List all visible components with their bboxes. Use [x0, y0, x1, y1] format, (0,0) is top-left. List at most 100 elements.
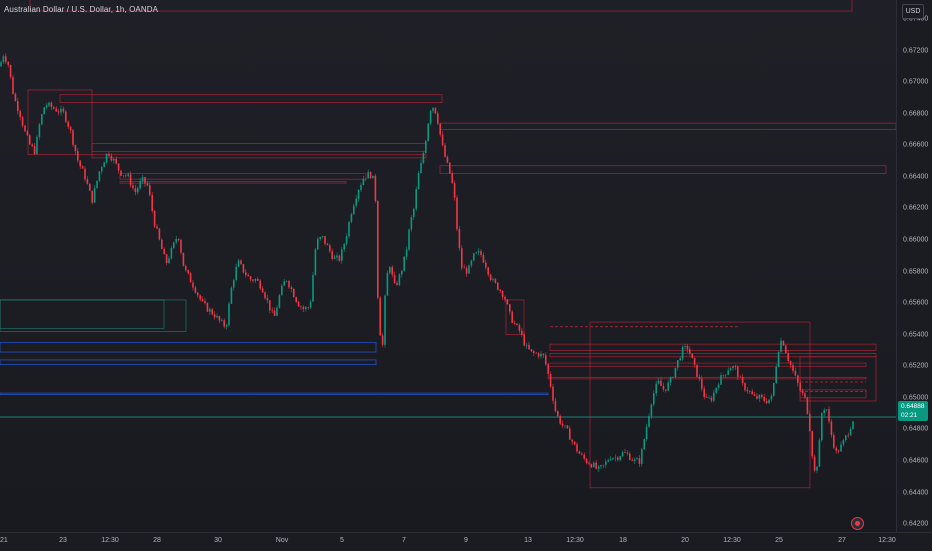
candle-body	[653, 393, 655, 405]
candle-body	[729, 368, 732, 371]
candle-body	[345, 236, 348, 245]
time-axis-label: 9	[464, 537, 468, 544]
candle-body	[321, 236, 324, 238]
candle-body	[276, 307, 278, 316]
zone-rectangle[interactable]	[91, 154, 427, 159]
candle-body	[506, 299, 509, 305]
candle-body	[780, 340, 782, 352]
candle-body	[530, 349, 533, 352]
zone-rectangle[interactable]	[0, 299, 165, 329]
candle-body	[477, 250, 480, 253]
zone-rectangle[interactable]	[799, 389, 867, 399]
zone-rectangle[interactable]	[119, 181, 347, 184]
candle-body	[305, 307, 307, 310]
candle-body	[108, 153, 110, 156]
candle-body	[180, 240, 182, 253]
candle-body	[830, 421, 833, 436]
zone-rectangle[interactable]	[439, 165, 887, 174]
zone-rectangle[interactable]	[439, 122, 896, 130]
candle-body	[367, 171, 369, 179]
symbol-title[interactable]: Australian Dollar / U.S. Dollar, 1h, OAN…	[4, 5, 159, 14]
candle-body	[425, 141, 427, 153]
zone-rectangle[interactable]	[29, 0, 853, 12]
tradingview-logo-icon[interactable]	[851, 517, 864, 530]
candle-body	[225, 325, 228, 327]
time-axis-label: 23	[59, 537, 67, 544]
zone-rectangle[interactable]	[0, 416, 896, 418]
zone-rectangle[interactable]	[0, 299, 187, 332]
candle-body	[300, 306, 302, 308]
zone-rectangle[interactable]	[547, 376, 867, 380]
zone-rectangle[interactable]	[0, 342, 377, 353]
candle-body	[257, 278, 259, 281]
candle-body	[14, 93, 17, 102]
zone-rectangle[interactable]	[547, 362, 867, 367]
candle-body	[813, 456, 816, 471]
candle-body	[564, 425, 566, 427]
candle-body	[818, 440, 821, 467]
candle-body	[669, 377, 672, 383]
currency-button[interactable]: USD	[902, 4, 924, 19]
candle-body	[636, 458, 638, 460]
candle-body	[806, 397, 809, 414]
time-axis-label: 12:30	[878, 537, 896, 544]
candle-body	[91, 190, 93, 203]
candle-body	[120, 170, 122, 176]
price-axis[interactable]: 0.674000.672000.670000.668000.666000.664…	[896, 0, 932, 532]
candle-body	[578, 451, 581, 454]
chart-area[interactable]	[0, 0, 896, 532]
candlestick-chart[interactable]	[0, 0, 896, 532]
candle-body	[432, 107, 434, 111]
time-axis-label: 27	[838, 537, 846, 544]
candle-body	[825, 409, 828, 411]
candle-body	[240, 260, 242, 265]
candle-body	[665, 389, 667, 391]
candle-body	[307, 307, 309, 308]
zone-rectangle[interactable]	[119, 173, 367, 180]
candle-body	[566, 425, 569, 429]
candle-body	[254, 278, 257, 281]
candle-body	[415, 189, 417, 209]
candle-body	[513, 322, 516, 324]
candle-body	[273, 310, 276, 316]
candle-body	[785, 345, 787, 354]
candle-body	[43, 107, 45, 115]
zone-rectangle[interactable]	[549, 353, 877, 358]
candle-body	[537, 353, 540, 357]
candle-body	[494, 279, 497, 283]
candle-body	[350, 214, 353, 222]
zone-rectangle[interactable]	[59, 94, 443, 103]
zone-rectangle[interactable]	[0, 392, 549, 396]
candle-body	[837, 450, 840, 452]
candle-body	[84, 168, 86, 180]
zone-rectangle[interactable]	[549, 343, 877, 351]
time-axis-label: 12:30	[566, 537, 584, 544]
zone-rectangle[interactable]	[505, 299, 525, 336]
candle-body	[727, 370, 729, 375]
candle-body	[633, 459, 636, 461]
candle-body	[348, 221, 350, 237]
candle-body	[261, 288, 264, 293]
candle-body	[86, 179, 89, 184]
candle-body	[115, 159, 117, 164]
zone-rectangle[interactable]	[589, 321, 811, 489]
price-axis-label: 0.66800	[903, 110, 929, 118]
candle-body	[389, 267, 391, 273]
candle-body	[787, 353, 789, 362]
price-axis-label: 0.66200	[903, 204, 929, 212]
time-axis-label: Nov	[275, 537, 289, 544]
candle-body	[458, 229, 461, 249]
time-axis[interactable]: 21 23 12:30 28 30 Nov 5 7 9 13 12:30 18 20 12:30 25 27 1…	[0, 532, 932, 551]
candle-body	[804, 393, 806, 398]
candle-body	[228, 303, 230, 326]
candle-body	[403, 256, 405, 271]
candle-body	[211, 309, 213, 315]
candle-body	[789, 361, 792, 366]
candle-body	[765, 400, 768, 404]
zone-rectangle[interactable]	[91, 143, 427, 152]
candle-body	[206, 303, 209, 312]
candle-body	[446, 157, 449, 163]
zone-rectangle[interactable]	[27, 89, 93, 156]
candle-body	[161, 239, 163, 250]
zone-rectangle[interactable]	[0, 359, 377, 366]
